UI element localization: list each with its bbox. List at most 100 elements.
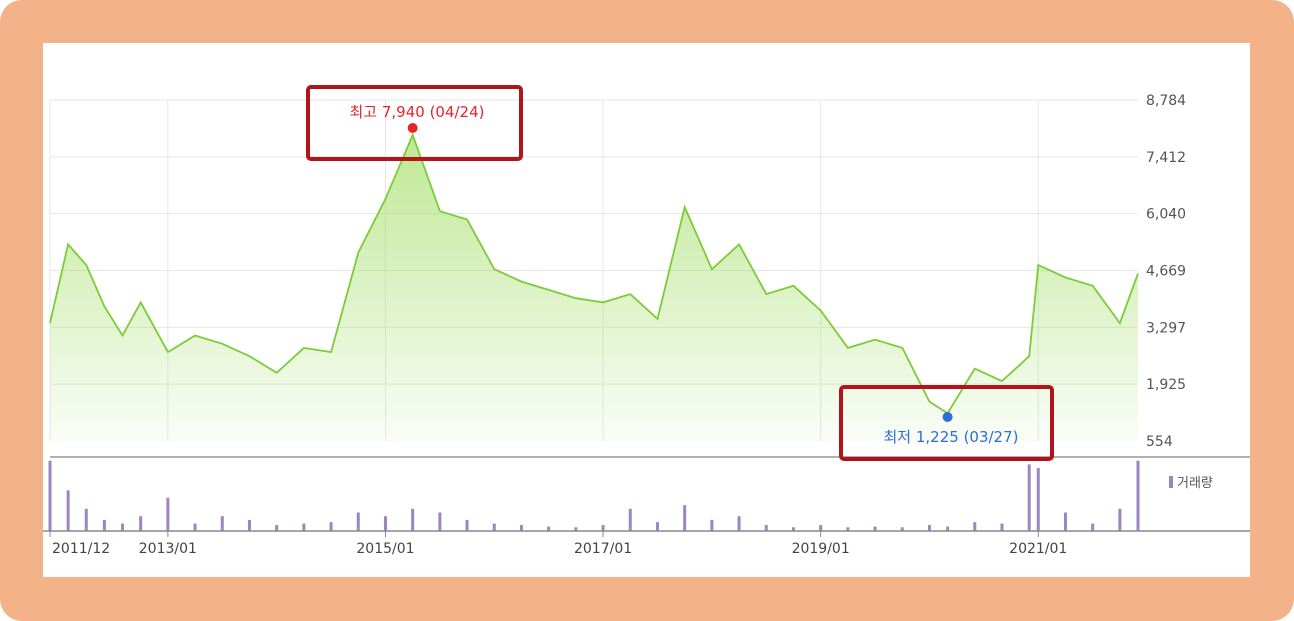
price-point xyxy=(85,264,88,267)
stock-chart: 8,784 7,412 6,040 4,669 3,297 1,925 554 2011/1… xyxy=(43,85,1250,557)
volume-bar xyxy=(492,523,496,531)
price-point xyxy=(1137,272,1140,275)
volume-bar xyxy=(737,516,741,531)
volume-bar xyxy=(66,490,70,531)
volume-bar xyxy=(247,519,251,531)
volume-bar xyxy=(1091,523,1095,531)
x-tick-label: 2013/01 xyxy=(139,541,197,557)
low-annotation: 최저 1,225 (03/27) xyxy=(839,385,1054,461)
price-point xyxy=(221,342,224,345)
volume-bar xyxy=(1063,512,1067,531)
price-point xyxy=(103,305,106,308)
price-point xyxy=(683,206,686,209)
y-tick-label: 4,669 xyxy=(1146,264,1186,280)
volume-bar xyxy=(973,522,977,531)
volume-bar xyxy=(302,523,306,531)
volume-bar xyxy=(84,508,88,531)
volume-bar xyxy=(1027,464,1031,531)
price-point xyxy=(547,288,550,291)
volume-bar xyxy=(1036,468,1040,531)
price-point xyxy=(1118,322,1121,325)
y-tick-label: 1,925 xyxy=(1146,377,1186,393)
high-annotation: 최고 7,940 (04/24) xyxy=(306,85,523,161)
price-point xyxy=(1001,380,1004,383)
volume-bar xyxy=(791,527,795,531)
price-point xyxy=(248,355,251,358)
price-point xyxy=(765,293,768,296)
high-label: 최고 7,940 (04/24) xyxy=(349,103,484,121)
price-area xyxy=(50,135,1138,441)
volume-bar xyxy=(329,522,333,531)
volume-bar xyxy=(900,527,904,531)
volume-bar xyxy=(139,516,143,531)
price-point xyxy=(139,301,142,304)
price-point xyxy=(438,210,441,213)
price-point xyxy=(928,400,931,403)
volume-bar xyxy=(438,512,442,531)
price-point xyxy=(656,317,659,320)
price-point xyxy=(520,280,523,283)
volume-bar xyxy=(519,525,523,531)
high-highlight-box xyxy=(306,85,523,161)
price-point xyxy=(357,251,360,254)
volume-bar xyxy=(628,508,632,531)
x-tick-label: 2021/01 xyxy=(1009,541,1067,557)
price-point xyxy=(1028,355,1031,358)
price-point xyxy=(1091,284,1094,287)
price-point xyxy=(874,338,877,341)
volume-bar xyxy=(166,497,170,531)
volume-bar xyxy=(1136,460,1140,531)
price-point xyxy=(166,351,169,354)
x-tick-label: 2015/01 xyxy=(356,541,414,557)
volume-bar xyxy=(710,519,714,531)
price-point xyxy=(602,301,605,304)
price-point xyxy=(846,346,849,349)
volume-bar xyxy=(946,526,950,531)
price-point xyxy=(67,243,70,246)
volume-bar xyxy=(547,526,551,531)
price-point xyxy=(49,322,52,325)
price-point xyxy=(194,334,197,337)
volume-bar xyxy=(411,508,415,531)
volume-bar xyxy=(655,522,659,531)
price-point xyxy=(121,334,124,337)
high-marker xyxy=(407,123,418,133)
y-tick-label: 554 xyxy=(1146,434,1173,450)
low-label: 최저 1,225 (03/27) xyxy=(883,428,1018,446)
low-highlight-box xyxy=(839,385,1054,461)
chart-panel: 8,784 7,412 6,040 4,669 3,297 1,925 554 2011/1… xyxy=(43,43,1250,577)
price-point xyxy=(1064,276,1067,279)
price-point xyxy=(710,268,713,271)
volume-bar xyxy=(121,523,125,531)
price-point xyxy=(629,293,632,296)
price-point xyxy=(275,371,278,374)
price-point xyxy=(792,284,795,287)
price-point xyxy=(574,297,577,300)
volume-bar xyxy=(846,527,850,531)
price-point xyxy=(819,309,822,312)
volume-bar xyxy=(601,525,605,531)
y-tick-label: 7,412 xyxy=(1146,150,1186,166)
volume-bar xyxy=(574,527,578,531)
price-point xyxy=(466,218,469,221)
price-point xyxy=(384,197,387,200)
x-tick-label: 2011/12 xyxy=(52,541,110,557)
volume-bar xyxy=(927,525,931,531)
volume-bar xyxy=(275,525,279,531)
volume-bar xyxy=(102,519,106,531)
volume-legend-swatch xyxy=(1169,476,1173,488)
price-line xyxy=(49,132,1139,415)
volume-bar xyxy=(764,525,768,531)
volume-bar xyxy=(193,523,197,531)
volume-bar xyxy=(819,525,823,531)
price-point xyxy=(1037,264,1040,267)
x-tick-label: 2019/01 xyxy=(792,541,850,557)
volume-bar xyxy=(873,526,877,531)
price-point xyxy=(302,346,305,349)
volume-bar xyxy=(1118,508,1122,531)
volume-bar xyxy=(356,512,360,531)
volume-bar xyxy=(48,460,52,531)
price-point xyxy=(901,346,904,349)
volume-bar xyxy=(1000,523,1004,531)
